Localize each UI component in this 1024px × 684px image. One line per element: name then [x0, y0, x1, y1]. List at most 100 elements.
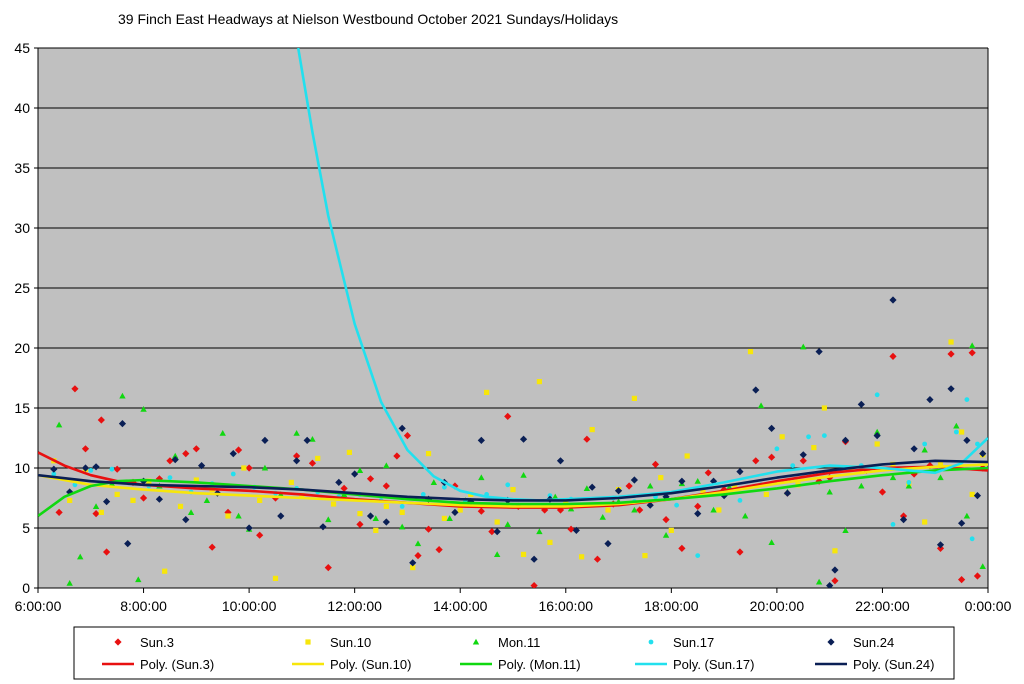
data-point: [800, 343, 807, 350]
data-point: [477, 436, 485, 444]
data-point: [958, 519, 966, 527]
data-point: [203, 497, 211, 503]
data-point: [979, 450, 987, 458]
data-point: [315, 455, 321, 461]
legend-item: Sun.17: [648, 635, 714, 650]
legend-label: Sun.24: [853, 635, 894, 650]
data-point: [398, 523, 406, 530]
legend-item: Poly. (Mon.11): [460, 657, 581, 672]
data-point: [905, 482, 913, 489]
legend-item: Sun.24: [827, 635, 894, 650]
data-point: [599, 514, 606, 520]
data-point: [66, 580, 73, 586]
data-point: [831, 566, 839, 574]
x-tick-label: 20:00:00: [750, 598, 805, 614]
data-point: [947, 385, 955, 393]
data-point: [67, 497, 73, 503]
data-point: [541, 506, 549, 514]
data-point: [890, 522, 896, 527]
data-point: [504, 521, 511, 527]
data-point: [446, 515, 453, 521]
data-point: [357, 511, 363, 517]
data-point: [414, 552, 422, 560]
data-point: [899, 516, 908, 524]
data-point: [889, 352, 897, 360]
data-point: [88, 468, 94, 473]
data-point: [441, 484, 447, 490]
data-point: [135, 576, 142, 583]
data-point: [873, 428, 881, 435]
data-point: [815, 348, 823, 356]
legend-item: Sun.3: [114, 635, 174, 650]
legend-item: Sun.10: [305, 635, 371, 650]
data-point: [763, 491, 769, 497]
data-point: [910, 445, 918, 453]
data-point: [878, 488, 887, 496]
y-tick-label: 35: [14, 160, 30, 176]
data-point: [631, 395, 637, 401]
data-point: [424, 525, 433, 533]
data-point: [752, 457, 760, 465]
data-point: [937, 474, 944, 481]
data-point: [799, 451, 807, 459]
data-point: [451, 508, 459, 516]
data-point: [963, 436, 971, 444]
data-point: [97, 416, 105, 424]
data-point: [225, 513, 231, 519]
data-point: [647, 482, 654, 489]
data-point: [593, 555, 602, 563]
data-point: [678, 477, 686, 485]
legend-item: Poly. (Sun.24): [815, 657, 934, 672]
data-point: [373, 527, 379, 533]
data-point: [162, 568, 168, 574]
legend-label: Poly. (Mon.11): [498, 657, 581, 672]
data-point: [366, 475, 375, 483]
data-point: [430, 479, 438, 485]
data-point: [198, 462, 206, 470]
data-point: [229, 450, 237, 458]
data-point: [457, 507, 463, 513]
data-point: [732, 484, 738, 490]
legend-marker: [648, 639, 654, 645]
data-point: [81, 464, 90, 472]
data-point: [747, 349, 754, 355]
data-point: [435, 546, 443, 554]
data-point: [399, 504, 405, 509]
data-point: [815, 578, 823, 585]
data-point: [604, 540, 612, 548]
data-point: [335, 478, 343, 486]
data-point: [92, 463, 100, 471]
data-point: [926, 396, 934, 404]
data-point: [309, 436, 316, 442]
chart-title: 39 Finch East Headways at Nielson Westbo…: [118, 11, 618, 27]
data-point: [288, 479, 294, 485]
data-point: [678, 544, 686, 552]
data-point: [403, 432, 412, 440]
data-point: [806, 434, 811, 440]
data-point: [752, 386, 760, 394]
data-point: [658, 475, 664, 481]
data-point: [488, 528, 496, 536]
data-point: [109, 466, 115, 472]
data-point: [964, 397, 970, 402]
data-point: [119, 392, 126, 399]
x-tick-label: 0:00:00: [965, 598, 1012, 614]
data-point: [414, 540, 422, 547]
data-point: [536, 379, 542, 385]
data-point: [651, 460, 660, 468]
data-point: [393, 452, 401, 460]
data-point: [351, 470, 359, 478]
trendline-poly-sun-10-: [38, 463, 988, 508]
data-point: [308, 459, 317, 467]
data-point: [193, 477, 199, 483]
data-point: [293, 457, 301, 465]
data-point: [694, 510, 702, 518]
data-point: [98, 509, 104, 515]
data-point: [583, 435, 591, 443]
data-point: [520, 551, 527, 557]
data-point: [510, 487, 516, 493]
data-point: [124, 540, 132, 548]
data-point: [478, 474, 485, 481]
data-point: [556, 457, 565, 465]
data-point: [874, 392, 880, 398]
